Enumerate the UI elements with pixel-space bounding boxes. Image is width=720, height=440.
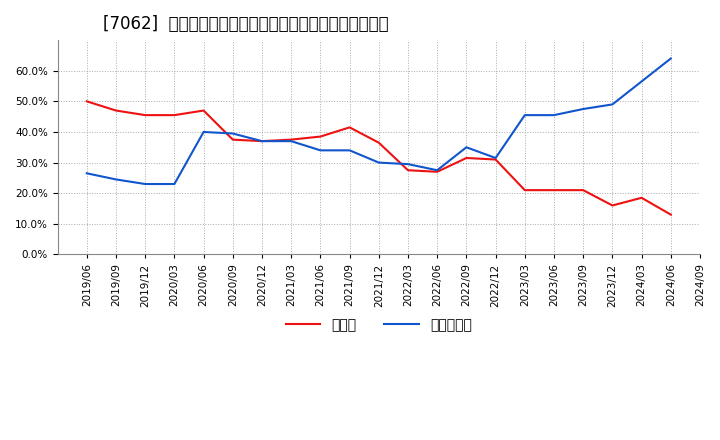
- 有利子負債: [287, 139, 295, 144]
- 有利子負債: [112, 177, 120, 182]
- Legend: 現須金, 有利子負債: 現須金, 有利子負債: [280, 312, 477, 337]
- 現須金: [491, 157, 500, 162]
- 現須金: [433, 169, 441, 174]
- 現須金: [228, 137, 237, 142]
- 現須金: [112, 108, 120, 113]
- 有利子負債: [462, 145, 471, 150]
- 有利子負債: [433, 168, 441, 173]
- 有利子負債: [316, 148, 325, 153]
- Line: 有利子負債: 有利子負債: [87, 59, 671, 184]
- 現須金: [637, 195, 646, 201]
- 現須金: [521, 187, 529, 193]
- 有利子負債: [579, 106, 588, 112]
- 現須金: [258, 139, 266, 144]
- 有利子負債: [549, 113, 558, 118]
- 有利子負債: [608, 102, 617, 107]
- 有利子負債: [258, 139, 266, 144]
- 有利子負債: [404, 161, 413, 167]
- 現須金: [346, 125, 354, 130]
- 現須金: [316, 134, 325, 139]
- 現須金: [83, 99, 91, 104]
- 現須金: [667, 212, 675, 217]
- 有利子負債: [170, 181, 179, 187]
- 有利子負債: [521, 113, 529, 118]
- 有利子負債: [667, 56, 675, 61]
- 現須金: [608, 203, 617, 208]
- 現須金: [404, 168, 413, 173]
- 現須金: [374, 140, 383, 145]
- 現須金: [141, 113, 150, 118]
- 現須金: [462, 155, 471, 161]
- 有利子負債: [346, 148, 354, 153]
- 有利子負債: [491, 155, 500, 161]
- 現須金: [199, 108, 208, 113]
- 有利子負債: [637, 79, 646, 84]
- Text: [7062]  現須金、有利子負債の総資産に対する比率の推移: [7062] 現須金、有利子負債の総資産に対する比率の推移: [102, 15, 388, 33]
- 有利子負債: [199, 129, 208, 135]
- 現須金: [287, 137, 295, 142]
- 現須金: [579, 187, 588, 193]
- 有利子負債: [228, 131, 237, 136]
- 現須金: [549, 187, 558, 193]
- 有利子負債: [83, 171, 91, 176]
- Line: 現須金: 現須金: [87, 101, 671, 215]
- 有利子負債: [141, 181, 150, 187]
- 現須金: [170, 113, 179, 118]
- 有利子負債: [374, 160, 383, 165]
